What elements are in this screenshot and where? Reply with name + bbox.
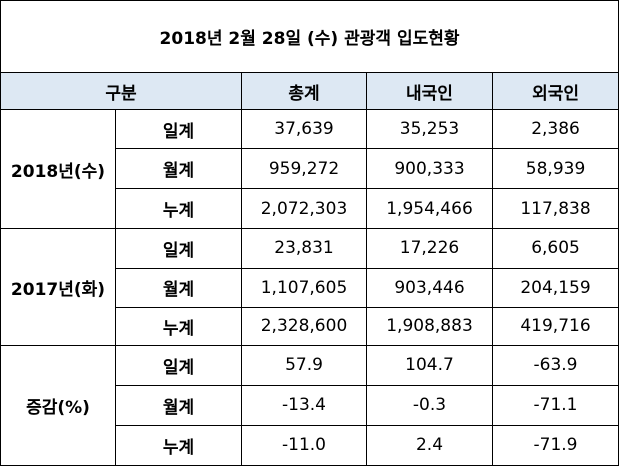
cell-total: -11.0 xyxy=(241,424,367,467)
cell-foreign: 204,159 xyxy=(491,267,619,308)
row-label: 월계 xyxy=(115,267,242,308)
row-label: 일계 xyxy=(115,344,242,386)
cell-foreign: 6,605 xyxy=(491,228,619,269)
cell-domestic: 900,333 xyxy=(366,148,493,190)
row-label: 일계 xyxy=(115,109,242,150)
header-total: 총계 xyxy=(241,72,367,111)
cell-total: 1,107,605 xyxy=(241,267,367,308)
cell-domestic: 903,446 xyxy=(366,267,493,308)
group-label-2017: 2017년(화) xyxy=(0,228,116,346)
cell-domestic: 35,253 xyxy=(366,109,493,150)
cell-total: 37,639 xyxy=(241,109,367,150)
cell-foreign: 117,838 xyxy=(491,188,619,230)
cell-domestic: 1,908,883 xyxy=(366,306,493,346)
row-label: 월계 xyxy=(115,148,242,190)
table-title: 2018년 2월 28일 (수) 관광객 입도현황 xyxy=(0,0,619,74)
cell-foreign: 419,716 xyxy=(491,306,619,346)
cell-domestic: 2.4 xyxy=(366,424,493,467)
cell-domestic: 17,226 xyxy=(366,228,493,269)
cell-foreign: -63.9 xyxy=(491,344,619,386)
header-foreign: 외국인 xyxy=(491,72,619,111)
row-label: 누계 xyxy=(115,424,242,467)
cell-total: 959,272 xyxy=(241,148,367,190)
cell-domestic: 1,954,466 xyxy=(366,188,493,230)
group-label-2018: 2018년(수) xyxy=(0,109,116,230)
cell-foreign: 2,386 xyxy=(491,109,619,150)
cell-foreign: -71.1 xyxy=(491,384,619,426)
cell-total: 23,831 xyxy=(241,228,367,269)
cell-domestic: -0.3 xyxy=(366,384,493,426)
cell-total: 2,328,600 xyxy=(241,306,367,346)
cell-total: 2,072,303 xyxy=(241,188,367,230)
cell-domestic: 104.7 xyxy=(366,344,493,386)
cell-foreign: 58,939 xyxy=(491,148,619,190)
cell-foreign: -71.9 xyxy=(491,424,619,467)
row-label: 누계 xyxy=(115,306,242,346)
row-label: 누계 xyxy=(115,188,242,230)
header-domestic: 내국인 xyxy=(366,72,493,111)
row-label: 월계 xyxy=(115,384,242,426)
group-label-change: 증감(%) xyxy=(0,344,116,467)
header-category: 구분 xyxy=(0,72,242,111)
cell-total: -13.4 xyxy=(241,384,367,426)
row-label: 일계 xyxy=(115,228,242,269)
cell-total: 57.9 xyxy=(241,344,367,386)
